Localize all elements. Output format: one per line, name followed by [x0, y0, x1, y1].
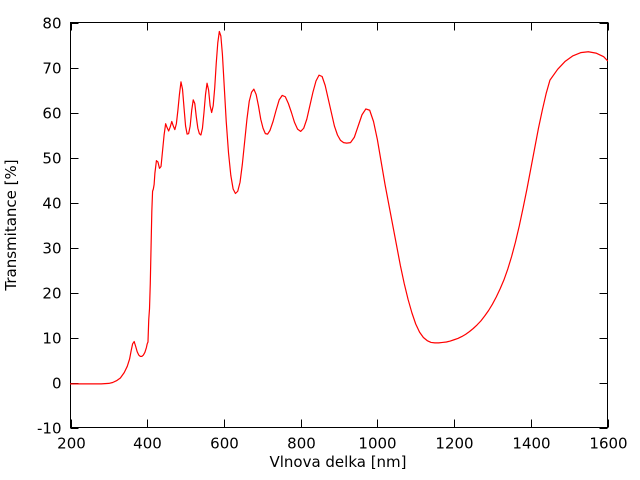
- x-tick-label: 1600: [589, 435, 627, 453]
- x-tick-label: 1000: [358, 435, 396, 453]
- x-axis-ticks: 200 400 600 800 1000 1200 1400 1600: [57, 22, 628, 453]
- x-tick-label: 400: [133, 435, 162, 453]
- x-axis-title: Vlnova delka [nm]: [269, 453, 406, 471]
- x-tick-label: 200: [57, 435, 86, 453]
- y-tick-label: 80: [42, 15, 61, 33]
- y-tick-label: 50: [42, 150, 61, 168]
- x-tick-label: 1200: [435, 435, 473, 453]
- y-tick-label: 10: [42, 330, 61, 348]
- x-tick-label: 600: [210, 435, 239, 453]
- y-tick-label: 70: [42, 60, 61, 78]
- y-tick-label: 60: [42, 105, 61, 123]
- y-tick-label: -10: [37, 420, 62, 438]
- y-axis-title: Transmitance [%]: [2, 159, 20, 291]
- data-series-line: [69, 30, 609, 385]
- plot-frame-border: [70, 22, 608, 428]
- x-tick-label: 800: [287, 435, 316, 453]
- y-axis-ticks: -10 0 10 20 30 40 50 60 70 80: [37, 15, 608, 438]
- y-tick-label: 0: [52, 375, 62, 393]
- y-tick-label: 20: [42, 285, 61, 303]
- data-series-group: [69, 30, 609, 385]
- y-tick-label: 40: [42, 195, 61, 213]
- y-tick-label: 30: [42, 240, 61, 258]
- x-tick-label: 1400: [512, 435, 550, 453]
